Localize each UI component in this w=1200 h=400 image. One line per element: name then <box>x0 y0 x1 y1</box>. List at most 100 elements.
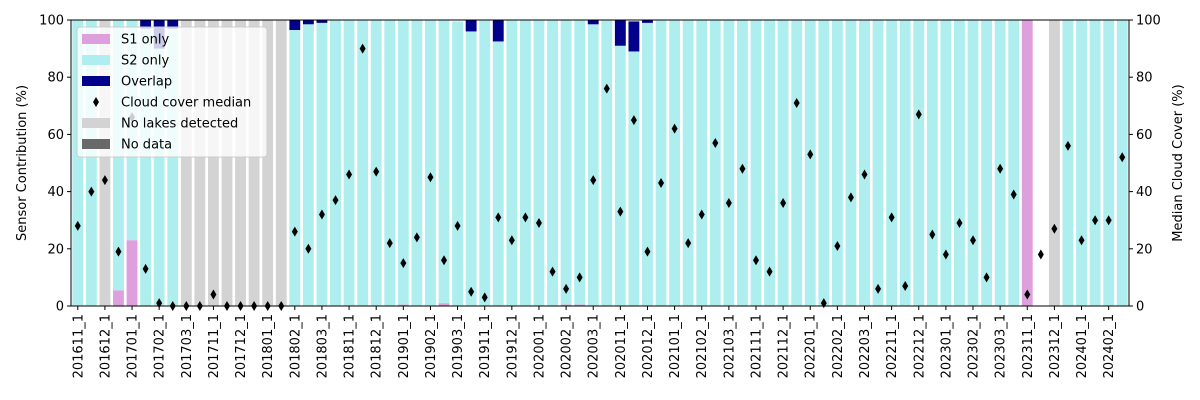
legend-swatch <box>82 76 110 86</box>
bar-segment-no-lakes-detected <box>221 20 233 306</box>
legend: S1 only S2 only Overlap Cloud cover median N… <box>76 26 268 158</box>
x-tick-label: 202001_1 <box>532 314 547 378</box>
bar-segment-s2-only <box>601 20 613 306</box>
y-axis-label-left: Sensor Contribution (%) <box>15 85 30 241</box>
cloud-cover-point <box>644 246 651 257</box>
bar-segment-s1-only <box>397 304 409 306</box>
bar-segment-s2-only <box>343 20 355 306</box>
cloud-cover-point <box>454 220 461 231</box>
bar-segment-s1-only <box>1021 20 1033 306</box>
cloud-cover-point <box>603 83 610 94</box>
right-y-axis: 0 20 40 60 80 100 <box>1129 14 1161 315</box>
cloud-cover-point <box>888 212 895 223</box>
bar-segment-overlap <box>628 21 640 52</box>
cloud-cover-point <box>752 255 759 266</box>
bar-segment-s2-only <box>777 20 789 306</box>
cloud-cover-point <box>1037 249 1044 260</box>
x-tick-label: 202011_1 <box>614 314 629 378</box>
bar-segment-overlap <box>492 20 504 42</box>
legend-swatch <box>82 55 110 65</box>
cloud-cover-point <box>481 292 488 303</box>
bar-segment-s2-only <box>886 20 898 306</box>
legend-label: Cloud cover median <box>121 96 251 111</box>
cloud-cover-point <box>413 232 420 243</box>
bar-segment-s2-only <box>1062 20 1074 306</box>
bar-segment-no-lakes-detected <box>235 20 246 306</box>
cloud-cover-point <box>834 240 841 251</box>
bar-segment-s2-only <box>519 20 531 306</box>
cloud-cover-point <box>617 206 624 217</box>
x-axis: 201611_1 201612_1 201701_1 201702_1 201703_1… <box>71 306 1117 378</box>
bar-segment-no-lakes-detected <box>1048 20 1060 306</box>
bar-segment-s2-only <box>926 20 938 306</box>
bar-segment-s1-only <box>126 240 138 306</box>
y-tick-label-left: 40 <box>47 185 64 200</box>
bar-segment-s1-only <box>574 304 586 306</box>
cloud-cover-point <box>915 109 922 120</box>
legend-label: S2 only <box>121 54 169 69</box>
cloud-cover-point <box>983 272 990 283</box>
cloud-cover-point <box>563 283 570 294</box>
bar-segment-overlap <box>642 20 653 23</box>
x-tick-label: 202201_1 <box>804 314 819 378</box>
cloud-cover-point <box>780 198 787 209</box>
cloud-cover-point <box>685 238 692 249</box>
bar-segment-s2-only <box>587 24 599 306</box>
cloud-cover-point <box>1092 215 1099 226</box>
x-tick-label: 201902_1 <box>424 314 439 378</box>
bar-segment-s2-only <box>682 20 694 306</box>
bar-segment-s2-only <box>465 31 477 306</box>
legend-label: Overlap <box>121 75 172 90</box>
cloud-cover-point <box>495 212 502 223</box>
cloud-cover-point <box>698 209 705 220</box>
bar-segment-no-lakes-detected <box>248 20 260 306</box>
bar-segment-s2-only <box>167 28 179 307</box>
x-tick-label: 201711_1 <box>207 314 222 378</box>
cloud-cover-point <box>1105 215 1112 226</box>
bar-segment-s2-only <box>547 20 558 306</box>
legend-label: No data <box>121 138 172 153</box>
bar-segment-s2-only <box>872 20 884 306</box>
bar-segment-s2-only <box>357 20 369 306</box>
cloud-cover-point <box>318 209 325 220</box>
bar-segment-s2-only <box>153 48 165 306</box>
cloud-cover-point <box>427 172 434 183</box>
bar-segment-s2-only <box>316 22 328 307</box>
cloud-cover-point <box>847 192 854 203</box>
bar-segment-overlap <box>140 20 152 29</box>
bar-segment-s2-only <box>411 20 423 306</box>
bar-segment-s2-only <box>72 20 84 306</box>
x-tick-label: 202102_1 <box>695 314 710 378</box>
y-tick-label-left: 0 <box>56 300 64 315</box>
x-tick-label: 201712_1 <box>234 314 249 378</box>
cloud-cover-point <box>88 186 95 197</box>
bar-segment-s2-only <box>574 20 586 305</box>
cloud-cover-point <box>101 175 108 186</box>
x-tick-label: 201911_1 <box>478 314 493 378</box>
x-tick-label: 202002_1 <box>560 314 575 378</box>
x-tick-label: 202312_1 <box>1048 314 1063 378</box>
bar-segment-s2-only <box>1103 20 1115 306</box>
x-tick-label: 202003_1 <box>587 314 602 378</box>
cloud-cover-point <box>291 226 298 237</box>
bar-segment-s2-only <box>289 30 301 306</box>
bar-segment-s2-only <box>845 20 857 306</box>
x-tick-label: 201612_1 <box>98 314 113 378</box>
bar-segment-s2-only <box>736 20 748 306</box>
cloud-cover-point <box>576 272 583 283</box>
cloud-cover-point <box>1024 289 1031 300</box>
cloud-cover-point <box>712 137 719 148</box>
x-tick-label: 202401_1 <box>1075 314 1090 378</box>
x-tick-label: 201811_1 <box>343 314 358 378</box>
bar-segment-s2-only <box>642 22 653 307</box>
cloud-cover-point <box>1119 152 1126 163</box>
y-tick-label-right: 100 <box>1136 14 1161 29</box>
y-axis-label-right: Median Cloud Cover (%) <box>1171 84 1186 241</box>
bar-segment-s1-only <box>113 290 124 306</box>
cloud-cover-point <box>1010 189 1017 200</box>
cloud-cover-point <box>956 218 963 229</box>
x-tick-label: 201703_1 <box>180 314 195 378</box>
x-tick-label: 202101_1 <box>668 314 683 378</box>
bars-group <box>72 20 1128 307</box>
